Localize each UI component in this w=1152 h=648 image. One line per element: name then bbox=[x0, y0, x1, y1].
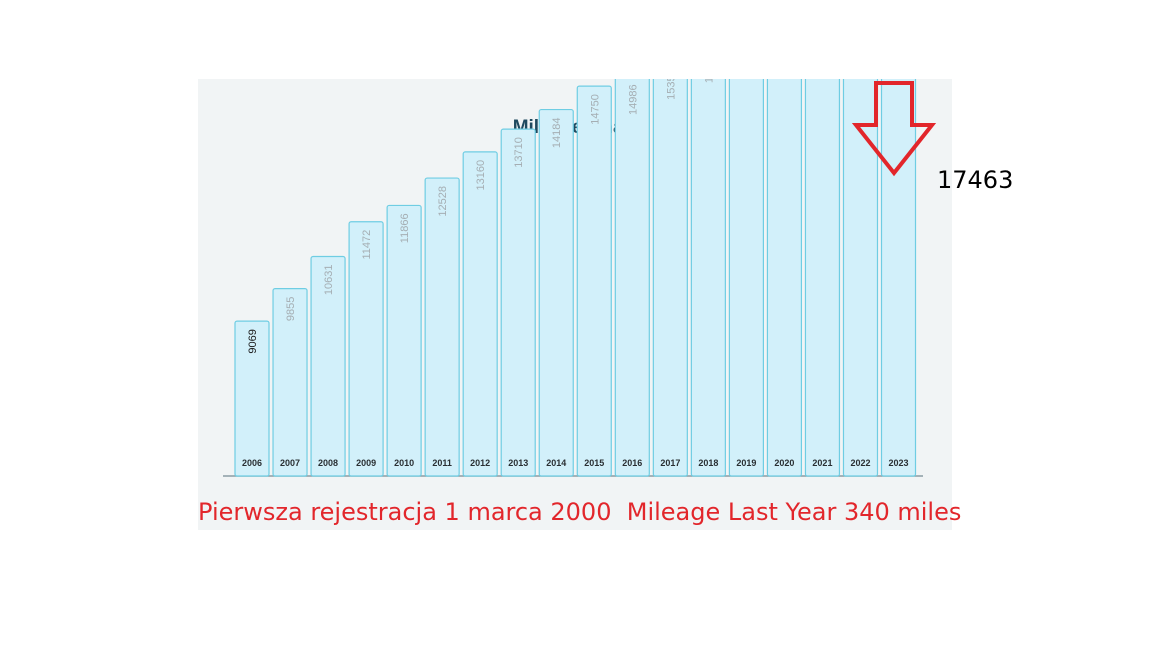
tick-label-2018: 2018 bbox=[698, 458, 718, 468]
tick-label-2022: 2022 bbox=[850, 458, 870, 468]
bar-2014 bbox=[538, 108, 574, 477]
tick-label-2019: 2019 bbox=[736, 458, 756, 468]
footer-caption: Pierwsza rejestracja 1 marca 2000 Mileag… bbox=[198, 498, 962, 526]
value-label-2008: 10631 bbox=[323, 265, 335, 296]
bar-2017 bbox=[652, 79, 688, 477]
value-label-2018: 15757 bbox=[703, 79, 715, 83]
tick-label-2011: 2011 bbox=[432, 458, 452, 468]
callout-value: 17463 bbox=[937, 166, 1014, 194]
value-label-2009: 11472 bbox=[361, 230, 373, 260]
tick-label-2021: 2021 bbox=[812, 458, 832, 468]
bar-2019 bbox=[728, 79, 764, 477]
chart-panel: Mileage Chart 9069 2006 9855 2007 10631 2008 1… bbox=[198, 79, 952, 530]
bar-2020 bbox=[766, 79, 803, 477]
tick-label-2016: 2016 bbox=[622, 458, 642, 468]
bar-2010 bbox=[386, 204, 422, 477]
bar-2015 bbox=[576, 85, 612, 477]
bar-2018 bbox=[690, 79, 726, 477]
tick-label-2023: 2023 bbox=[888, 458, 908, 468]
tick-label-2007: 2007 bbox=[280, 458, 300, 468]
bar-2022 bbox=[842, 79, 879, 477]
value-label-2014: 14184 bbox=[551, 118, 563, 149]
tick-label-2015: 2015 bbox=[584, 458, 604, 468]
value-label-2010: 11866 bbox=[399, 213, 411, 243]
tick-label-2009: 2009 bbox=[356, 458, 376, 468]
down-arrow-icon bbox=[851, 81, 937, 177]
bar-2023 bbox=[880, 79, 917, 477]
value-label-2011: 12528 bbox=[437, 186, 449, 217]
tick-label-2012: 2012 bbox=[470, 458, 490, 468]
tick-label-2006: 2006 bbox=[242, 458, 262, 468]
value-label-2016: 14986 bbox=[627, 84, 639, 115]
value-label-2015: 14750 bbox=[589, 94, 601, 125]
bar-2021 bbox=[804, 79, 841, 477]
value-label-2017: 15351 bbox=[665, 79, 677, 100]
value-label-2013: 13710 bbox=[513, 137, 525, 168]
bar-2009 bbox=[348, 221, 384, 477]
value-label-2007: 9855 bbox=[285, 297, 297, 321]
bar-2012 bbox=[462, 151, 498, 477]
bar-2007 bbox=[272, 287, 308, 477]
bar-2013 bbox=[500, 128, 536, 477]
tick-label-2017: 2017 bbox=[660, 458, 680, 468]
bar-2008 bbox=[310, 255, 346, 477]
tick-label-2013: 2013 bbox=[508, 458, 528, 468]
tick-label-2020: 2020 bbox=[774, 458, 794, 468]
value-label-2012: 13160 bbox=[475, 160, 487, 191]
mileage-bar-chart: 9069 2006 9855 2007 10631 2008 11472 2009 11866 2… bbox=[223, 79, 937, 477]
tick-label-2010: 2010 bbox=[394, 458, 414, 468]
tick-label-2008: 2008 bbox=[318, 458, 338, 468]
value-label-2006: 9069 bbox=[247, 329, 259, 353]
bar-2006 bbox=[234, 320, 270, 477]
bar-2011 bbox=[424, 177, 460, 477]
tick-label-2014: 2014 bbox=[546, 458, 566, 468]
bar-2016 bbox=[614, 79, 650, 477]
